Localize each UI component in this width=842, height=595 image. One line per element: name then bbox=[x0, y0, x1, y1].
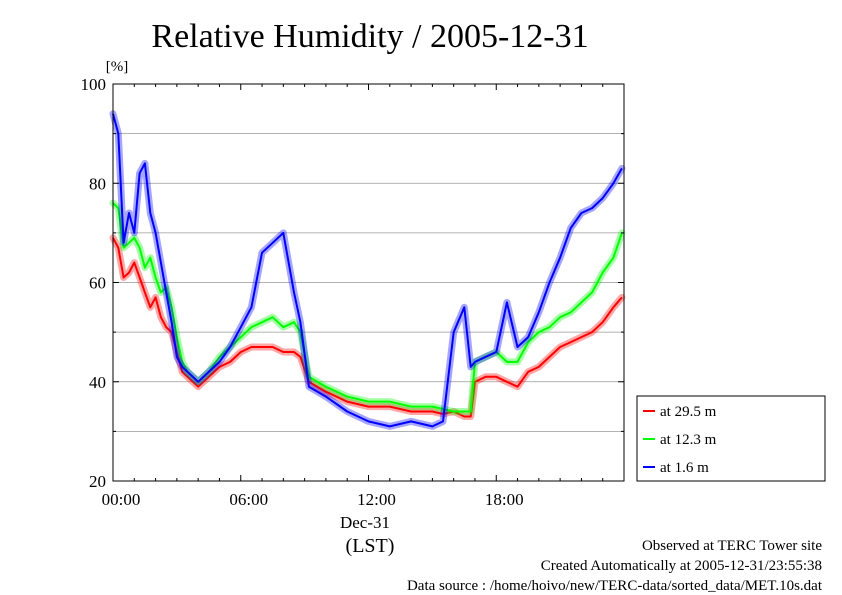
legend: at 29.5 m at 12.3 m at 1.6 m bbox=[643, 404, 717, 476]
footer-created: Created Automatically at 2005-12-31/23:5… bbox=[541, 558, 822, 574]
y-tick-label: 60 bbox=[89, 274, 106, 293]
x-axis-label: (LST) bbox=[346, 535, 395, 557]
x-tick-label: 18:00 bbox=[485, 490, 524, 509]
axis-ticks: 20 40 60 80 100 00:00 06:00 12:00 18:00 bbox=[81, 75, 625, 509]
x-date-label: Dec-31 bbox=[340, 513, 390, 532]
legend-label: at 12.3 m bbox=[660, 432, 717, 448]
x-tick-label: 06:00 bbox=[229, 490, 268, 509]
series-line-3 bbox=[112, 113, 623, 428]
y-tick-label: 40 bbox=[89, 373, 106, 392]
y-axis-unit: [%] bbox=[106, 59, 129, 75]
x-tick-label: 00:00 bbox=[102, 490, 141, 509]
series-layer bbox=[109, 110, 626, 430]
y-tick-label: 20 bbox=[89, 472, 106, 491]
legend-label: at 29.5 m bbox=[660, 404, 717, 420]
y-tick-label: 100 bbox=[81, 75, 107, 94]
footer-source: Data source : /home/hoivo/new/TERC-data/… bbox=[407, 578, 823, 594]
legend-label: at 1.6 m bbox=[660, 460, 709, 476]
legend-box bbox=[636, 395, 826, 482]
x-tick-label: 12:00 bbox=[357, 490, 396, 509]
series-line-1 bbox=[112, 237, 623, 418]
chart-title: Relative Humidity / 2005-12-31 bbox=[151, 18, 588, 55]
y-tick-label: 80 bbox=[89, 174, 106, 193]
footer-site: Observed at TERC Tower site bbox=[642, 538, 822, 554]
